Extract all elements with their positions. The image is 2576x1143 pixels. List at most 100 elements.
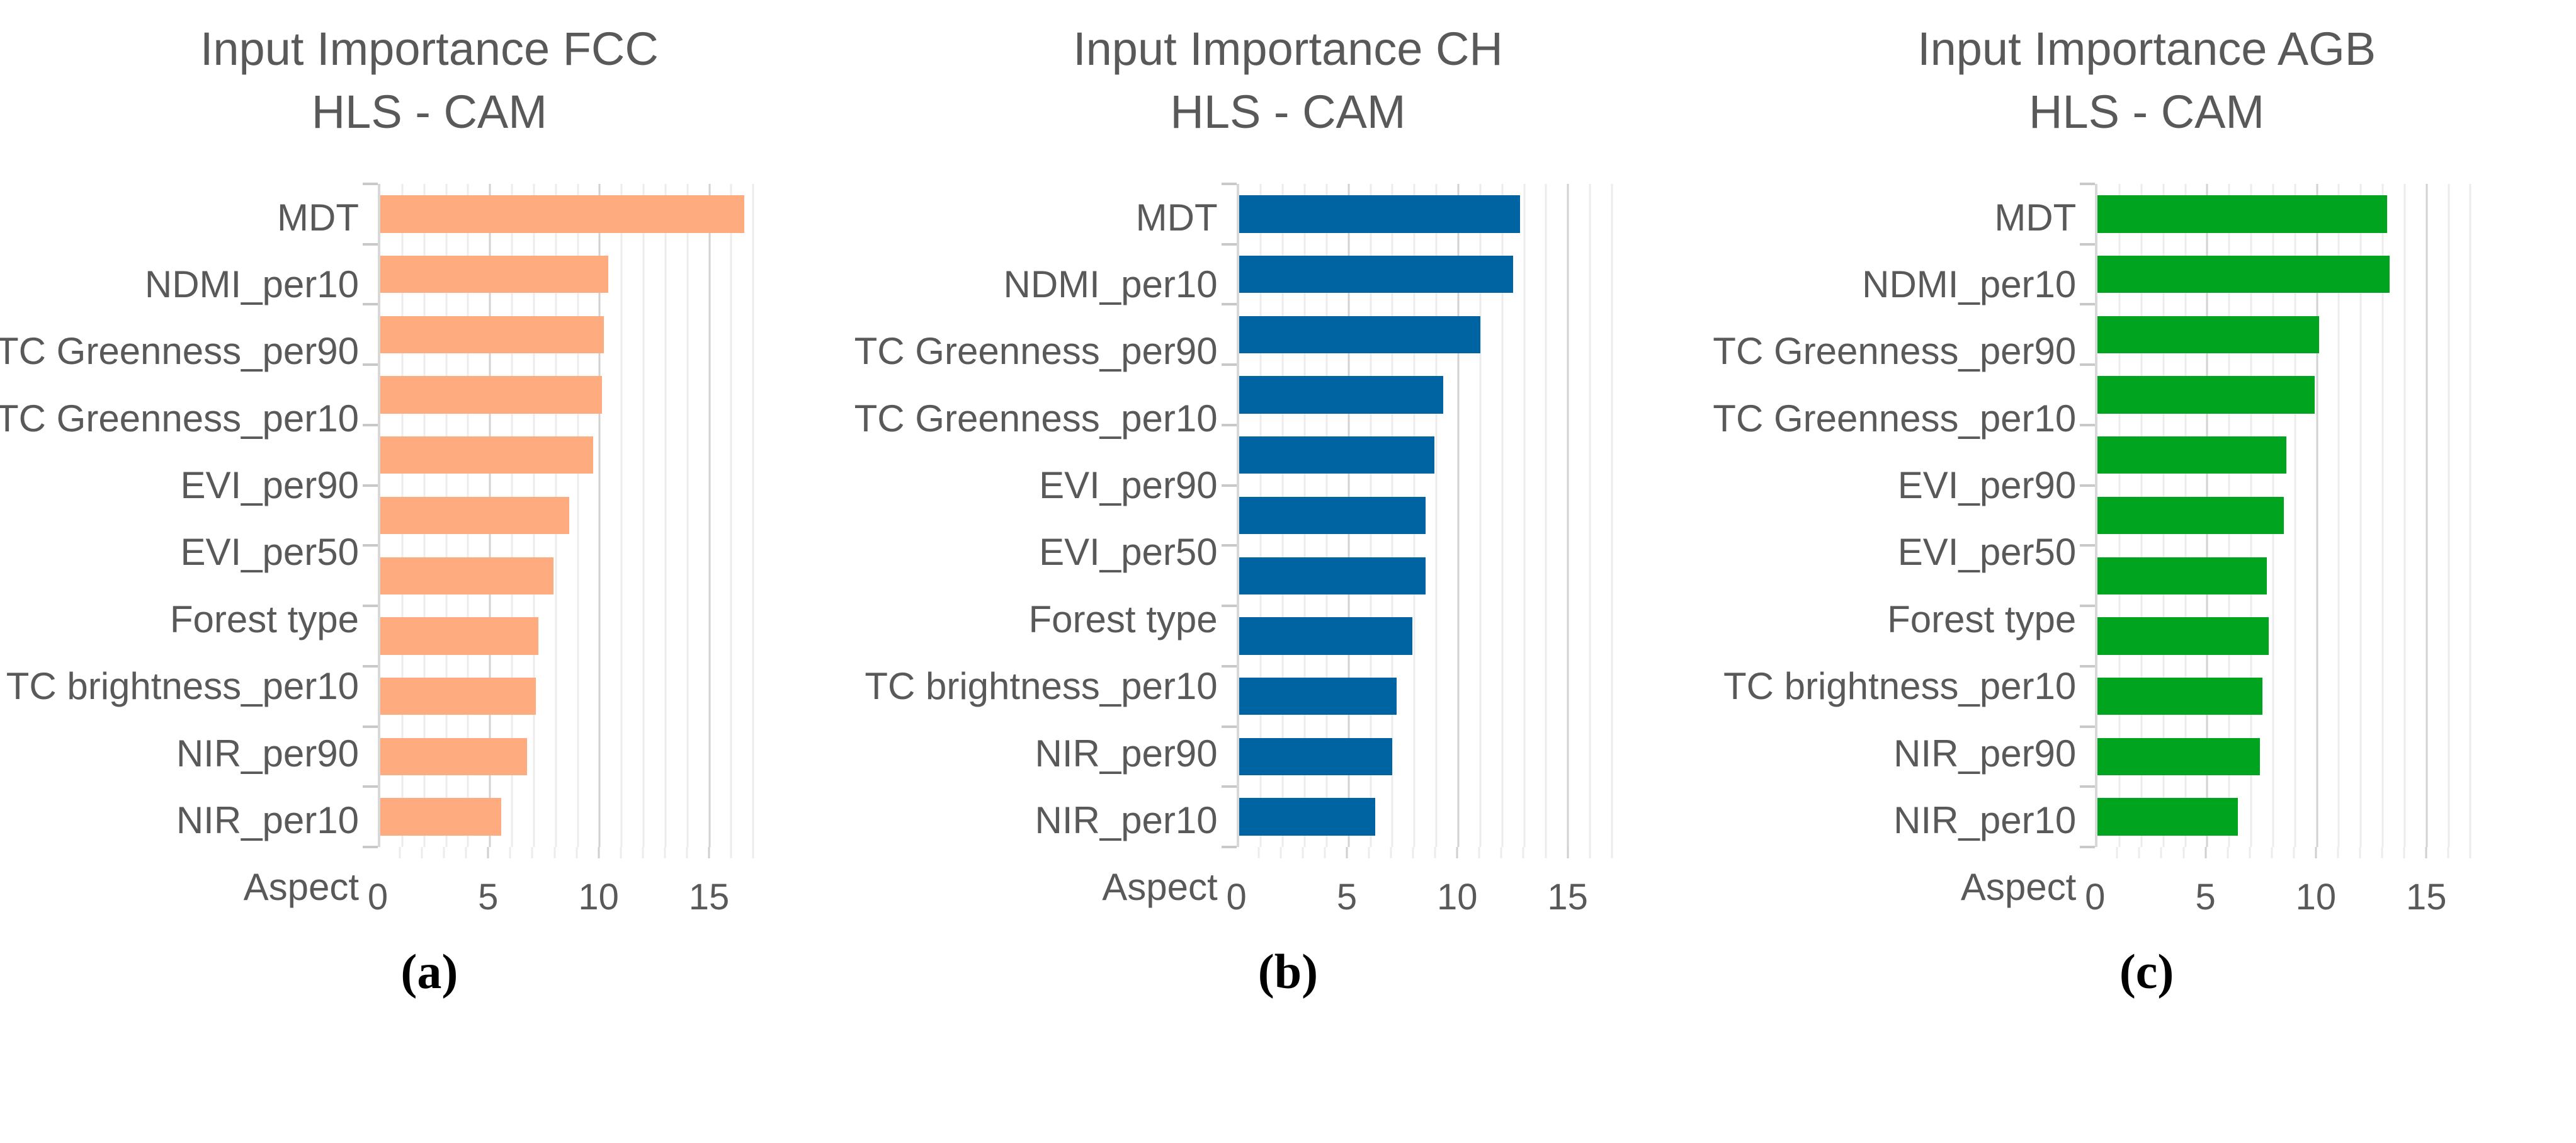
bar-tc-greenness-per10 bbox=[2097, 376, 2315, 414]
category-label: Aspect bbox=[243, 866, 359, 909]
y-tick-mark bbox=[2080, 664, 2096, 668]
bar-ndmi-per10 bbox=[380, 255, 609, 293]
category-label: NDMI_per10 bbox=[144, 263, 359, 306]
chart-fcc: Input Importance FCC HLS - CAM MDT NDMI_p… bbox=[0, 0, 859, 1143]
chart-title-line1: Input Importance CH bbox=[1073, 23, 1503, 75]
gridline bbox=[2448, 184, 2450, 847]
y-tick-mark bbox=[1221, 363, 1237, 367]
gridline bbox=[664, 184, 667, 847]
y-tick-mark bbox=[2080, 484, 2096, 487]
bar-row bbox=[1239, 726, 1623, 787]
x-tick-mark bbox=[1412, 847, 1414, 858]
category-label: Forest type bbox=[1887, 598, 2077, 640]
x-tick-mark bbox=[1434, 847, 1436, 858]
x-tick-mark bbox=[642, 847, 644, 858]
bar-evi-per90 bbox=[380, 436, 593, 474]
chart-agb: Input Importance AGB HLS - CAM MDT NDMI_p… bbox=[1713, 0, 2576, 1143]
chart-caption: (a) bbox=[400, 944, 458, 999]
category-label: Forest type bbox=[169, 598, 359, 640]
x-tick-mark bbox=[1324, 847, 1326, 858]
gridline bbox=[642, 184, 645, 847]
x-tick-label: 0 bbox=[367, 877, 389, 918]
bar-row bbox=[2097, 184, 2482, 244]
bar-nir-per10 bbox=[2097, 737, 2261, 775]
x-tick-label: 0 bbox=[1226, 877, 1247, 918]
bar-tc-greenness-per90 bbox=[2097, 316, 2320, 353]
category-label: NIR_per10 bbox=[176, 799, 359, 841]
bar-nir-per90 bbox=[2097, 677, 2262, 715]
x-tick-mark bbox=[399, 847, 401, 858]
y-tick-mark bbox=[1221, 725, 1237, 728]
x-tick-label: 5 bbox=[1336, 877, 1358, 918]
bar-nir-per10 bbox=[380, 737, 528, 775]
gridline bbox=[620, 184, 623, 847]
x-tick-mark bbox=[2160, 847, 2162, 858]
bar-row bbox=[1239, 545, 1623, 606]
gridline bbox=[730, 184, 732, 847]
bar-evi-per50 bbox=[1239, 496, 1426, 535]
category-label: TC Greenness_per10 bbox=[1713, 397, 2077, 440]
gridline bbox=[1545, 184, 1547, 847]
x-tick-label: 10 bbox=[2295, 877, 2337, 918]
bar-row bbox=[1239, 365, 1623, 425]
x-tick-mark bbox=[1257, 847, 1260, 858]
bar-tc-greenness-per90 bbox=[380, 316, 604, 353]
bar-nir-per10 bbox=[1239, 737, 1393, 775]
x-tick-mark bbox=[1500, 847, 1502, 858]
x-tick-mark bbox=[2469, 847, 2471, 858]
chart-caption: (b) bbox=[1257, 944, 1319, 999]
gridline bbox=[577, 184, 579, 847]
bar-forest-type bbox=[2097, 557, 2267, 594]
category-label: NIR_per90 bbox=[176, 732, 359, 775]
bar-tc-greenness-per10 bbox=[1239, 376, 1443, 414]
bar-row bbox=[2097, 304, 2482, 365]
x-tick-mark bbox=[2425, 847, 2427, 858]
bar-row bbox=[380, 787, 764, 847]
y-tick-mark bbox=[363, 725, 378, 728]
x-tick-mark bbox=[421, 847, 423, 858]
category-label: TC Greenness_per10 bbox=[854, 397, 1218, 440]
gridline bbox=[686, 184, 689, 847]
chart-body: MDT NDMI_per10 TC Greenness_per90 TC Greenn… bbox=[0, 183, 859, 921]
x-tick-mark bbox=[2381, 847, 2383, 858]
x-tick-mark bbox=[752, 847, 754, 858]
x-tick-mark bbox=[1545, 847, 1547, 858]
category-label: NDMI_per10 bbox=[1862, 263, 2077, 306]
x-tick-mark bbox=[730, 847, 732, 858]
gridline bbox=[1501, 184, 1504, 847]
bar-row bbox=[380, 244, 764, 305]
gridline bbox=[2337, 184, 2340, 847]
x-tick-mark bbox=[2182, 847, 2185, 858]
gridline bbox=[1523, 184, 1525, 847]
x-tick-mark bbox=[664, 847, 666, 858]
x-tick-label: 10 bbox=[1437, 877, 1478, 918]
bar-row bbox=[380, 545, 764, 606]
category-label: EVI_per50 bbox=[1039, 531, 1218, 574]
chart-body: MDT NDMI_per10 TC Greenness_per90 TC Greenn… bbox=[1713, 183, 2576, 921]
y-tick-mark bbox=[363, 484, 378, 487]
x-axis-ticks bbox=[2095, 847, 2482, 858]
y-tick-mark bbox=[1221, 785, 1237, 788]
y-tick-mark bbox=[2080, 544, 2096, 547]
x-tick-mark bbox=[509, 847, 511, 858]
y-tick-mark bbox=[1221, 544, 1237, 547]
plot-area bbox=[2080, 183, 2482, 848]
y-tick-mark bbox=[2080, 423, 2096, 426]
category-label: Forest type bbox=[1028, 598, 1218, 640]
y-tick-mark bbox=[1221, 846, 1237, 848]
y-tick-mark bbox=[2080, 725, 2096, 728]
bar-aspect bbox=[2097, 798, 2238, 836]
y-tick-mark bbox=[363, 664, 378, 668]
category-label: TC brightness_per10 bbox=[1723, 665, 2077, 708]
bar-row bbox=[2097, 787, 2482, 847]
y-tick-mark bbox=[363, 363, 378, 367]
category-axis: MDT NDMI_per10 TC Greenness_per90 TC Greenn… bbox=[1713, 184, 2095, 921]
bar-mdt bbox=[2097, 195, 2388, 233]
x-tick-mark bbox=[1368, 847, 1370, 858]
x-tick-label: 15 bbox=[688, 877, 730, 918]
x-tick-mark bbox=[1611, 847, 1613, 858]
chart-title-line2: HLS - CAM bbox=[311, 86, 547, 138]
category-axis: MDT NDMI_per10 TC Greenness_per90 TC Greenn… bbox=[854, 184, 1237, 921]
y-tick-mark bbox=[2080, 242, 2096, 246]
